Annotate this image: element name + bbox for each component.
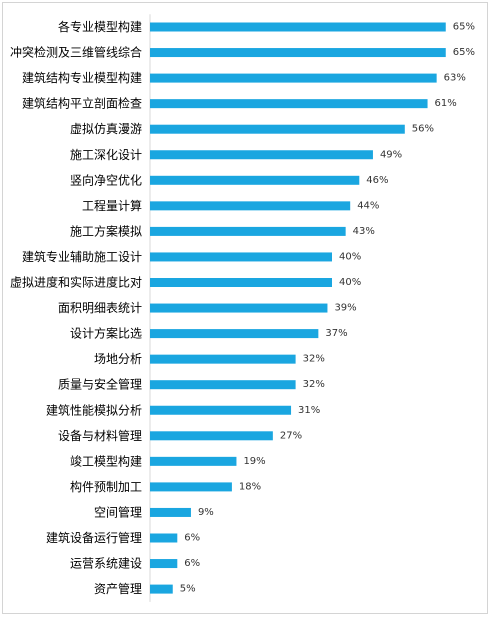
category-label: 建筑结构专业模型构建 <box>22 70 142 85</box>
value-label: 44% <box>357 200 379 211</box>
category-label: 质量与安全管理 <box>58 377 142 392</box>
bar <box>150 482 232 492</box>
bar <box>150 431 273 441</box>
bar <box>150 48 446 58</box>
value-label: 6% <box>184 558 200 569</box>
category-label: 工程量计算 <box>82 198 142 213</box>
bar <box>150 456 237 466</box>
category-label: 冲突检测及三维管线综合 <box>10 45 142 60</box>
category-label: 虚拟仿真漫游 <box>70 122 142 136</box>
value-label: 43% <box>353 226 375 237</box>
bar <box>150 533 178 543</box>
category-label: 施工深化设计 <box>70 148 142 162</box>
bar <box>150 303 328 313</box>
bar <box>150 354 296 364</box>
category-label: 建筑专业辅助施工设计 <box>22 249 142 264</box>
bar <box>150 22 446 32</box>
bar <box>150 559 178 569</box>
category-label: 竣工模型构建 <box>70 453 142 468</box>
value-label: 9% <box>198 507 214 518</box>
value-label: 19% <box>243 456 265 467</box>
value-label: 6% <box>184 533 200 544</box>
category-label: 虚拟进度和实际进度比对 <box>10 275 142 290</box>
bars-group <box>150 22 446 594</box>
value-label: 27% <box>280 430 302 441</box>
category-label: 建筑结构平立剖面检查 <box>22 96 142 111</box>
category-label: 资产管理 <box>94 581 142 596</box>
bar <box>150 584 173 594</box>
bar <box>150 380 296 390</box>
value-label: 37% <box>325 328 347 339</box>
value-label: 46% <box>366 175 388 186</box>
bar <box>150 175 360 185</box>
bar <box>150 201 351 211</box>
bar <box>150 329 319 339</box>
category-label: 设备与材料管理 <box>58 428 142 443</box>
bar <box>150 150 373 160</box>
bar <box>150 124 405 134</box>
bar <box>150 405 292 415</box>
value-label: 65% <box>453 22 475 33</box>
value-label: 32% <box>303 379 325 390</box>
category-label: 面积明细表统计 <box>58 301 142 315</box>
value-label: 18% <box>239 481 261 492</box>
value-label: 56% <box>412 124 434 135</box>
bar <box>150 252 332 262</box>
category-label: 施工方案模拟 <box>70 223 142 238</box>
value-label: 61% <box>435 98 457 109</box>
category-label: 建筑设备运行管理 <box>46 530 142 545</box>
value-label: 39% <box>334 303 356 314</box>
value-label: 40% <box>339 277 361 288</box>
category-label: 空间管理 <box>94 504 142 519</box>
value-label: 31% <box>298 405 320 416</box>
category-label: 设计方案比选 <box>70 326 142 341</box>
category-label: 场地分析 <box>94 352 142 366</box>
bar <box>150 507 191 517</box>
category-label: 构件预制加工 <box>70 479 142 494</box>
value-labels-group: 65% 65% 63% 61% 56% 49% 46% 44% 43% 40% 40% 39% 37% 3… <box>180 22 475 595</box>
value-label: 40% <box>339 251 361 262</box>
bar <box>150 73 437 83</box>
category-label: 竖向净空优化 <box>70 172 142 187</box>
bar <box>150 99 428 109</box>
value-label: 63% <box>444 73 466 84</box>
category-labels-group: 各专业模型构建冲突检测及三维管线综合建筑结构专业模型构建建筑结构平立剖面检查虚拟… <box>10 19 142 596</box>
value-label: 5% <box>180 584 196 595</box>
category-label: 各专业模型构建 <box>58 19 142 34</box>
value-label: 49% <box>380 149 402 160</box>
category-label: 运营系统建设 <box>70 557 142 571</box>
value-label: 32% <box>303 354 325 365</box>
bar <box>150 226 346 236</box>
category-label: 建筑性能模拟分析 <box>46 402 142 417</box>
value-label: 65% <box>453 47 475 58</box>
bar <box>150 278 332 287</box>
